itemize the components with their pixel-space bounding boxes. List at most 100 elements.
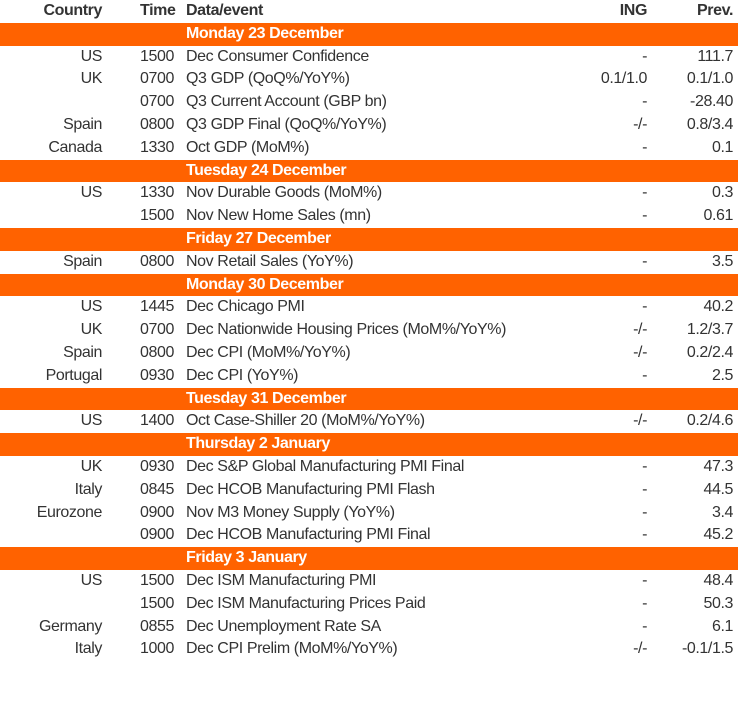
day-label: Tuesday 24 December [186,161,347,179]
day-band: Monday 23 December [0,22,738,46]
ing-forecast-cell: - [642,184,647,202]
ing-forecast-cell: 0.1/1.0 [600,70,648,88]
event-cell: Oct GDP (MoM%) [186,138,310,156]
previous-cell: 44.5 [703,480,733,498]
day-label: Monday 23 December [186,24,344,42]
previous-cell: 45.2 [703,526,733,544]
economic-calendar-table: Country Time Data/event ING Prev. Monday… [0,0,738,661]
day-band: Thursday 2 January [0,433,738,456]
header-time: Time [140,2,176,19]
day-band: Tuesday 24 December [0,159,738,183]
time-cell: 0700 [140,70,174,88]
time-cell: 0800 [140,115,174,133]
table-row: Germany 0855 Dec Unemployment Rate SA - 6.1 [0,616,738,639]
previous-cell: 48.4 [703,571,733,589]
event-cell: Dec Consumer Confidence [186,47,369,65]
event-cell: Dec CPI (YoY%) [186,366,299,384]
country-cell: Spain [63,252,102,270]
day-label: Thursday 2 January [186,435,330,453]
table-row: Portugal 0930 Dec CPI (YoY%) - 2.5 [0,365,738,388]
table-row: Italy 0845 Dec HCOB Manufacturing PMI Flas… [0,479,738,502]
time-cell: 1500 [140,571,174,589]
day-band: Tuesday 31 December [0,387,738,411]
event-cell: Dec CPI Prelim (MoM%/YoY%) [186,640,398,658]
day-band: Friday 27 December [0,227,738,251]
event-cell: Dec Unemployment Rate SA [186,617,381,635]
table-row: 1500 Nov New Home Sales (mn) - 0.61 [0,205,738,228]
ing-forecast-cell: -/- [633,321,647,339]
header-country: Country [43,2,102,19]
time-cell: 0930 [140,366,174,384]
table-row: Spain 0800 Nov Retail Sales (YoY%) - 3.5 [0,251,738,274]
table-row: 0700 Q3 Current Account (GBP bn) - -28.40 [0,91,738,114]
time-cell: 1330 [140,184,174,202]
previous-cell: 0.2/4.6 [686,412,734,430]
ing-forecast-cell: - [642,526,647,544]
time-cell: 1500 [140,594,174,612]
time-cell: 0900 [140,503,174,521]
time-cell: 0855 [140,617,174,635]
previous-cell: 6.1 [711,617,733,635]
time-cell: 0800 [140,252,174,270]
country-cell: Spain [63,343,102,361]
previous-cell: 0.1/1.0 [686,70,734,88]
table-row: Canada 1330 Oct GDP (MoM%) - 0.1 [0,137,738,160]
time-cell: 1500 [140,47,174,65]
ing-forecast-cell: - [642,594,647,612]
table-row: UK 0700 Q3 GDP (QoQ%/YoY%) 0.1/1.0 0.1/1.0 [0,68,738,91]
table-row: Italy 1000 Dec CPI Prelim (MoM%/YoY%) -/- -0… [0,638,738,661]
previous-cell: 0.2/2.4 [686,343,734,361]
table-header: Country Time Data/event ING Prev. [0,0,738,23]
ing-forecast-cell: - [642,93,647,111]
ing-forecast-cell: - [642,617,647,635]
event-cell: Q3 GDP Final (QoQ%/YoY%) [186,115,387,133]
ing-forecast-cell: -/- [633,343,647,361]
country-cell: US [80,571,103,589]
event-cell: Nov Retail Sales (YoY%) [186,252,354,270]
previous-cell: 0.1 [711,138,733,156]
day-label: Monday 30 December [186,275,344,293]
time-cell: 1500 [140,207,174,225]
time-cell: 0700 [140,321,174,339]
time-cell: 0845 [140,480,174,498]
time-cell: 0700 [140,93,174,111]
table-row: Eurozone 0900 Nov M3 Money Supply (YoY%) - 3… [0,502,738,525]
table-row: 0900 Dec HCOB Manufacturing PMI Final - 45.… [0,524,738,547]
country-cell: Spain [63,115,102,133]
event-cell: Dec CPI (MoM%/YoY%) [186,343,351,361]
country-cell: Canada [48,138,102,156]
previous-cell: -0.1/1.5 [681,640,733,658]
previous-cell: 3.5 [711,252,733,270]
country-cell: US [80,47,103,65]
table-row: US 1330 Nov Durable Goods (MoM%) - 0.3 [0,182,738,205]
event-cell: Nov New Home Sales (mn) [186,207,371,225]
ing-forecast-cell: - [642,366,647,384]
header-ing: ING [619,2,648,19]
table-row: US 1500 Dec ISM Manufacturing PMI - 48.4 [0,570,738,593]
event-cell: Dec Nationwide Housing Prices (MoM%/YoY%… [186,321,507,339]
time-cell: 1400 [140,412,174,430]
event-cell: Nov Durable Goods (MoM%) [186,184,382,202]
event-cell: Dec HCOB Manufacturing PMI Flash [186,480,435,498]
ing-forecast-cell: - [642,571,647,589]
event-cell: Q3 Current Account (GBP bn) [186,93,387,111]
event-cell: Dec ISM Manufacturing Prices Paid [186,594,426,612]
ing-forecast-cell: -/- [633,412,647,430]
country-cell: Germany [39,617,102,635]
previous-cell: 111.7 [697,47,733,65]
ing-forecast-cell: - [642,503,647,521]
table-row: UK 0700 Dec Nationwide Housing Prices (MoM… [0,319,738,342]
previous-cell: 50.3 [703,594,733,612]
previous-cell: 0.3 [711,184,733,202]
previous-cell: 0.8/3.4 [686,115,734,133]
day-label: Friday 27 December [186,229,331,247]
event-cell: Dec Chicago PMI [186,298,305,316]
header-event: Data/event [186,2,263,19]
table-row: 1500 Dec ISM Manufacturing Prices Paid - 50… [0,593,738,616]
day-band: Friday 3 January [0,547,738,570]
ing-forecast-cell: - [642,252,647,270]
time-cell: 1330 [140,138,174,156]
event-cell: Dec ISM Manufacturing PMI [186,571,377,589]
ing-forecast-cell: -/- [633,640,647,658]
country-cell: US [80,298,103,316]
